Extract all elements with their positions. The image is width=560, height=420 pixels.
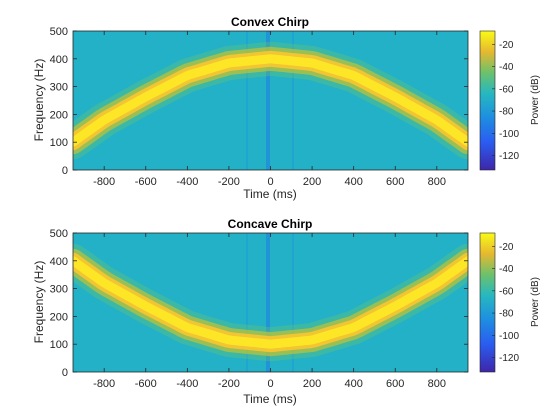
y-tick-label: 0: [62, 367, 68, 379]
colorbar-label: Power (dB): [530, 75, 541, 125]
colorbar-tick-label: -20: [499, 40, 514, 51]
colorbar: -20 -40 -60 -80 -100 -120 Power (dB): [479, 30, 541, 171]
y-ticks: 0 100 200 300 400 500: [50, 228, 468, 379]
x-tick-label: 200: [303, 176, 321, 188]
x-tick-label: -200: [218, 176, 240, 188]
colorbar-tick-label: -20: [499, 242, 514, 253]
y-tick-label: 400: [50, 256, 68, 268]
x-tick-label: -600: [135, 176, 157, 188]
ridge-core: [73, 256, 468, 349]
x-tick-label: 400: [344, 378, 362, 390]
x-tick-label: 400: [344, 176, 362, 188]
colorbar-ticks: -20 -40 -60 -80 -100 -120: [492, 242, 519, 364]
x-tick-label: -400: [176, 176, 198, 188]
y-tick-label: 100: [50, 137, 68, 149]
x-tick-label: -200: [218, 378, 240, 390]
x-tick-label: 0: [267, 176, 273, 188]
x-ticks: -800 -600 -400 -200 0 200 400 600 800: [93, 233, 446, 390]
colorbar: -20 -40 -60 -80 -100 -120 Power (dB): [479, 232, 541, 373]
x-tick-label: 800: [428, 378, 446, 390]
chart-title: Concave Chirp: [228, 217, 313, 231]
y-tick-label: 200: [50, 311, 68, 323]
x-tick-label: 600: [386, 378, 404, 390]
colorbar-tick-label: -40: [499, 62, 514, 73]
x-tick-label: 0: [267, 378, 273, 390]
colorbar-tick-label: -80: [499, 107, 514, 118]
y-axis-label: Frequency (Hz): [32, 261, 46, 344]
colorbar-tick-label: -120: [499, 151, 519, 162]
colorbar-tick-label: -40: [499, 264, 514, 275]
x-tick-label: -800: [93, 176, 115, 188]
power-ridge: [73, 41, 468, 160]
ridge-core: [73, 54, 468, 147]
y-tick-label: 0: [62, 165, 68, 177]
y-ticks: 0 100 200 300 400 500: [50, 26, 468, 177]
plot-area: [73, 31, 468, 170]
x-axis-label: Time (ms): [243, 187, 297, 201]
x-axis-label: Time (ms): [243, 392, 297, 406]
spectrogram-convex: Convex Chirp -800 -600 -400 -200 0 200 400 600 8…: [32, 15, 541, 201]
x-tick-label: 200: [303, 378, 321, 390]
y-tick-label: 300: [50, 82, 68, 94]
colorbar-gradient: [479, 232, 496, 373]
colorbar-tick-label: -80: [499, 309, 514, 320]
spectrogram-concave: Concave Chirp -800 -600 -400 -200 0 200 400 600…: [32, 217, 541, 406]
colorbar-label: Power (dB): [530, 277, 541, 327]
x-tick-label: 800: [428, 176, 446, 188]
plot-area: [73, 233, 468, 372]
y-tick-label: 300: [50, 284, 68, 296]
colorbar-gradient: [479, 30, 496, 171]
chart-title: Convex Chirp: [231, 15, 309, 29]
colorbar-tick-label: -100: [499, 129, 519, 140]
x-tick-label: -600: [135, 378, 157, 390]
y-tick-label: 500: [50, 228, 68, 240]
x-tick-label: -800: [93, 378, 115, 390]
x-ticks: -800 -600 -400 -200 0 200 400 600 800: [93, 31, 446, 188]
colorbar-tick-label: -60: [499, 286, 514, 297]
colorbar-tick-label: -60: [499, 84, 514, 95]
y-tick-label: 500: [50, 26, 68, 38]
y-tick-label: 200: [50, 109, 68, 121]
power-ridge: [73, 243, 468, 362]
x-tick-label: 600: [386, 176, 404, 188]
y-tick-label: 100: [50, 339, 68, 351]
y-tick-label: 400: [50, 54, 68, 66]
colorbar-tick-label: -120: [499, 353, 519, 364]
colorbar-ticks: -20 -40 -60 -80 -100 -120: [492, 40, 519, 162]
y-axis-label: Frequency (Hz): [32, 59, 46, 142]
x-tick-label: -400: [176, 378, 198, 390]
colorbar-tick-label: -100: [499, 331, 519, 342]
